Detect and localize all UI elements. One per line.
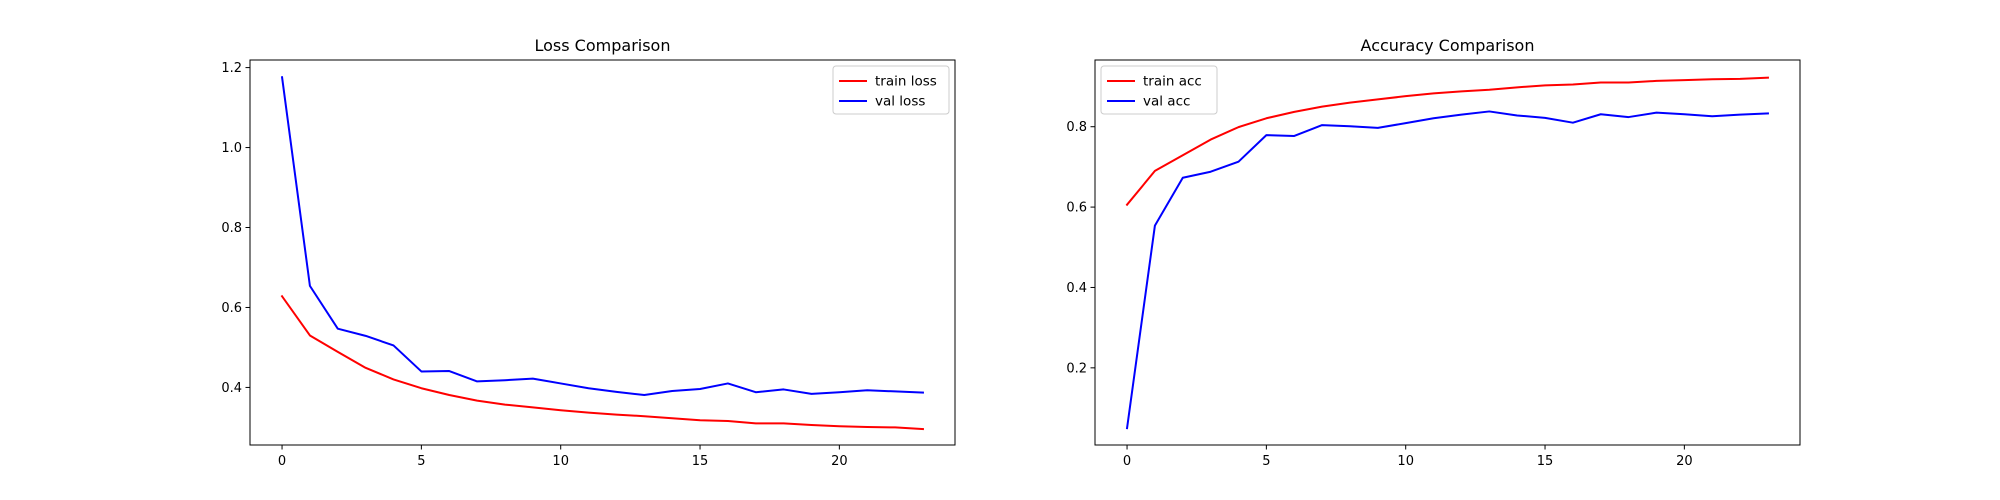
x-tick-label: 5 [1262, 454, 1270, 469]
y-tick-label: 0.2 [1066, 361, 1087, 376]
loss-comparison-chart: Loss Comparison 0 5 10 15 20 0.4 0.6 0.8 1.0 1.2 t… [221, 36, 956, 469]
x-tick-label: 10 [1397, 454, 1414, 469]
y-tick-label: 1.0 [221, 141, 242, 156]
x-tick-label: 15 [692, 454, 709, 469]
y-tick-label: 0.4 [1066, 281, 1087, 296]
legend-label: train loss [875, 74, 937, 90]
series-line-val-acc [1125, 110, 1769, 430]
x-tick-label: 5 [417, 454, 425, 469]
chart-title: Loss Comparison [535, 36, 671, 55]
legend-label: train acc [1143, 74, 1202, 90]
legend-label: val loss [875, 94, 925, 110]
plot-frame [1094, 59, 1801, 446]
y-tick-label: 0.6 [221, 301, 242, 316]
y-tick-label: 0.8 [1066, 120, 1087, 135]
x-tick-label: 20 [831, 454, 848, 469]
chart-title: Accuracy Comparison [1361, 36, 1535, 55]
y-tick-label: 0.8 [221, 221, 242, 236]
series-line-val-loss [280, 76, 924, 397]
x-tick-label: 15 [1537, 454, 1554, 469]
y-tick-label: 0.6 [1066, 201, 1087, 216]
series-line-train-loss [280, 294, 925, 431]
series-line-train-acc [1125, 76, 1769, 207]
accuracy-comparison-chart: Accuracy Comparison 0 5 10 15 20 0.2 0.4 0.6 0.8… [1066, 36, 1801, 469]
x-tick-label: 10 [552, 454, 569, 469]
x-tick-label: 20 [1676, 454, 1693, 469]
x-tick-label: 0 [278, 454, 286, 469]
y-tick-label: 0.4 [221, 381, 242, 396]
legend-label: val acc [1143, 94, 1190, 110]
legend: train loss val loss [832, 65, 950, 115]
legend: train acc val acc [1100, 65, 1218, 115]
plot-frame [249, 59, 956, 446]
x-tick-label: 0 [1123, 454, 1131, 469]
y-tick-label: 1.2 [221, 61, 242, 76]
